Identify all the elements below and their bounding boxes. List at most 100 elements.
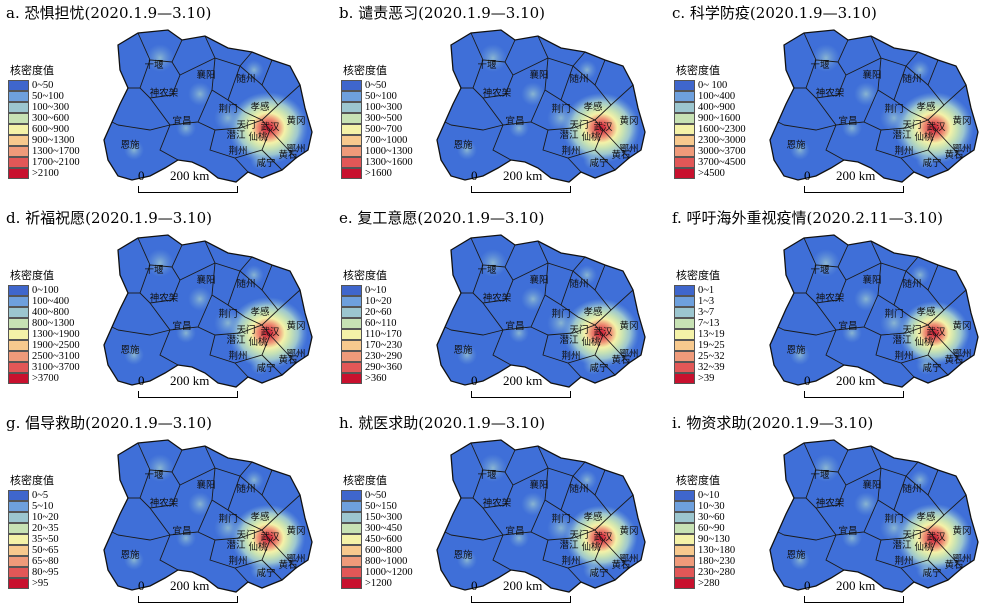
legend: 核密度值 0~50 50~100 100~300 300~600 600~900 900~1… [8, 62, 80, 179]
density-blob [910, 265, 930, 285]
prefecture-border [893, 509, 929, 531]
prefecture-border [261, 559, 283, 581]
legend-swatch [341, 91, 362, 102]
prefecture-border [111, 531, 119, 536]
city-label-qianjiang: 潜江 [892, 129, 912, 141]
prefecture-border [567, 362, 582, 378]
city-label-xianning: 咸宁 [256, 157, 275, 169]
province-border [769, 439, 979, 593]
city-label-qianjiang: 潜江 [559, 334, 579, 346]
density-blob [124, 345, 144, 365]
legend-swatch [8, 113, 29, 124]
legend: 核密度值 0~5 5~10 10~20 20~35 35~50 50~65 65~80 80~9… [8, 472, 59, 589]
legend-label: 10~20 [365, 296, 392, 307]
prefecture-border [877, 467, 907, 511]
city-label-yichang: 宜昌 [838, 320, 857, 332]
legend-swatch [674, 490, 695, 501]
panel-title: h. 就医求助(2020.1.9—3.10) [339, 414, 546, 432]
city-label-xianning: 咸宁 [589, 157, 608, 169]
prefecture-border [825, 329, 845, 366]
scale-zero-label: 0 [471, 578, 478, 593]
city-label-xiangyang: 襄阳 [529, 69, 548, 81]
prefecture-border [512, 57, 549, 76]
scale-bar-line [471, 186, 571, 193]
legend-row: 0~5 [8, 490, 59, 501]
legend-label: 32~39 [698, 362, 725, 373]
density-blob [457, 550, 477, 570]
density-blob [146, 454, 174, 482]
city-label-xiantao: 仙桃 [581, 131, 601, 143]
density-blob [124, 140, 144, 160]
prefecture-border [197, 514, 279, 541]
prefecture-border [845, 262, 882, 281]
city-label-xiangyang: 襄阳 [196, 479, 215, 491]
legend-swatch [341, 490, 362, 501]
legend-label: 50~100 [365, 91, 397, 102]
city-label-shiyan: 十堰 [144, 59, 164, 71]
legend-swatch [341, 567, 362, 578]
city-label-ezhou: 鄂州 [952, 554, 971, 565]
density-blob [479, 454, 507, 482]
legend-row: 7~13 [674, 318, 725, 329]
legend-swatch [8, 340, 29, 351]
legend-swatch [341, 362, 362, 373]
prefecture-border [877, 262, 907, 306]
prefecture-border [492, 124, 512, 161]
city-label-shennongjia: 神农架 [483, 497, 512, 509]
scale-zero-label: 0 [138, 578, 145, 593]
scale-bar-line [804, 186, 904, 193]
prefecture-border [927, 149, 949, 171]
city-label-xiantao: 仙桃 [914, 336, 934, 348]
legend-row: 0~10 [341, 285, 402, 296]
city-label-jingmen: 荆门 [218, 513, 237, 525]
prefecture-border [845, 57, 882, 76]
legend-label: 2500~3100 [32, 351, 80, 362]
legend-label: 65~80 [32, 556, 59, 567]
prefecture-border [204, 445, 253, 477]
prefecture-border [805, 264, 847, 304]
panel-title: c. 科学防疫(2020.1.9—3.10) [672, 4, 877, 22]
legend-label: 700~1000 [365, 135, 408, 146]
legend-row: >360 [341, 373, 402, 384]
legend-swatch [341, 307, 362, 318]
prefecture-border [530, 514, 612, 541]
legend-row: 100~300 [341, 102, 413, 113]
legend-label: >95 [32, 578, 49, 589]
prefecture-border [227, 304, 263, 326]
legend-row: 50~65 [8, 545, 59, 556]
legend-label: 300~450 [365, 523, 403, 534]
city-label-ezhou: 鄂州 [619, 349, 638, 360]
city-label-jingmen: 荆门 [884, 513, 903, 525]
legend-label: 500~700 [365, 124, 403, 135]
city-label-shennongjia: 神农架 [483, 87, 512, 99]
panel-title: d. 祈福祝愿(2020.1.9—3.10) [6, 209, 213, 227]
scale-bar-line [138, 186, 238, 193]
city-label-tianmen: 天门 [236, 119, 255, 131]
city-label-xiaogan: 孝感 [916, 511, 936, 523]
panel-title: b. 谴责恶习(2020.1.9—3.10) [339, 4, 546, 22]
legend-row: >1200 [341, 578, 413, 589]
scale-zero-label: 0 [471, 168, 478, 183]
prefecture-border [444, 121, 452, 126]
legend-row: 100~400 [674, 91, 746, 102]
legend-swatch [674, 545, 695, 556]
prefecture-border [149, 499, 213, 536]
legend-row: 50~100 [8, 91, 80, 102]
legend-label: 3100~3700 [32, 362, 80, 373]
prefecture-border [261, 149, 283, 171]
legend-label: 0~50 [32, 80, 54, 91]
legend-label: 1000~1200 [365, 567, 413, 578]
prefecture-border [935, 539, 963, 569]
legend-swatch [8, 285, 29, 296]
legend-swatch [341, 351, 362, 362]
city-label-suizhou: 随州 [902, 73, 921, 85]
legend-label: 0~100 [32, 285, 59, 296]
scale-bar-line [138, 596, 238, 603]
city-label-huangshi: 黄石 [278, 149, 297, 161]
city-label-huanggang: 黄冈 [619, 525, 638, 537]
legend-row: 2300~3000 [674, 135, 746, 146]
prefecture-border [542, 529, 604, 569]
prefecture-border [803, 442, 849, 473]
scale-bar-line [471, 391, 571, 398]
density-blob [577, 470, 597, 490]
